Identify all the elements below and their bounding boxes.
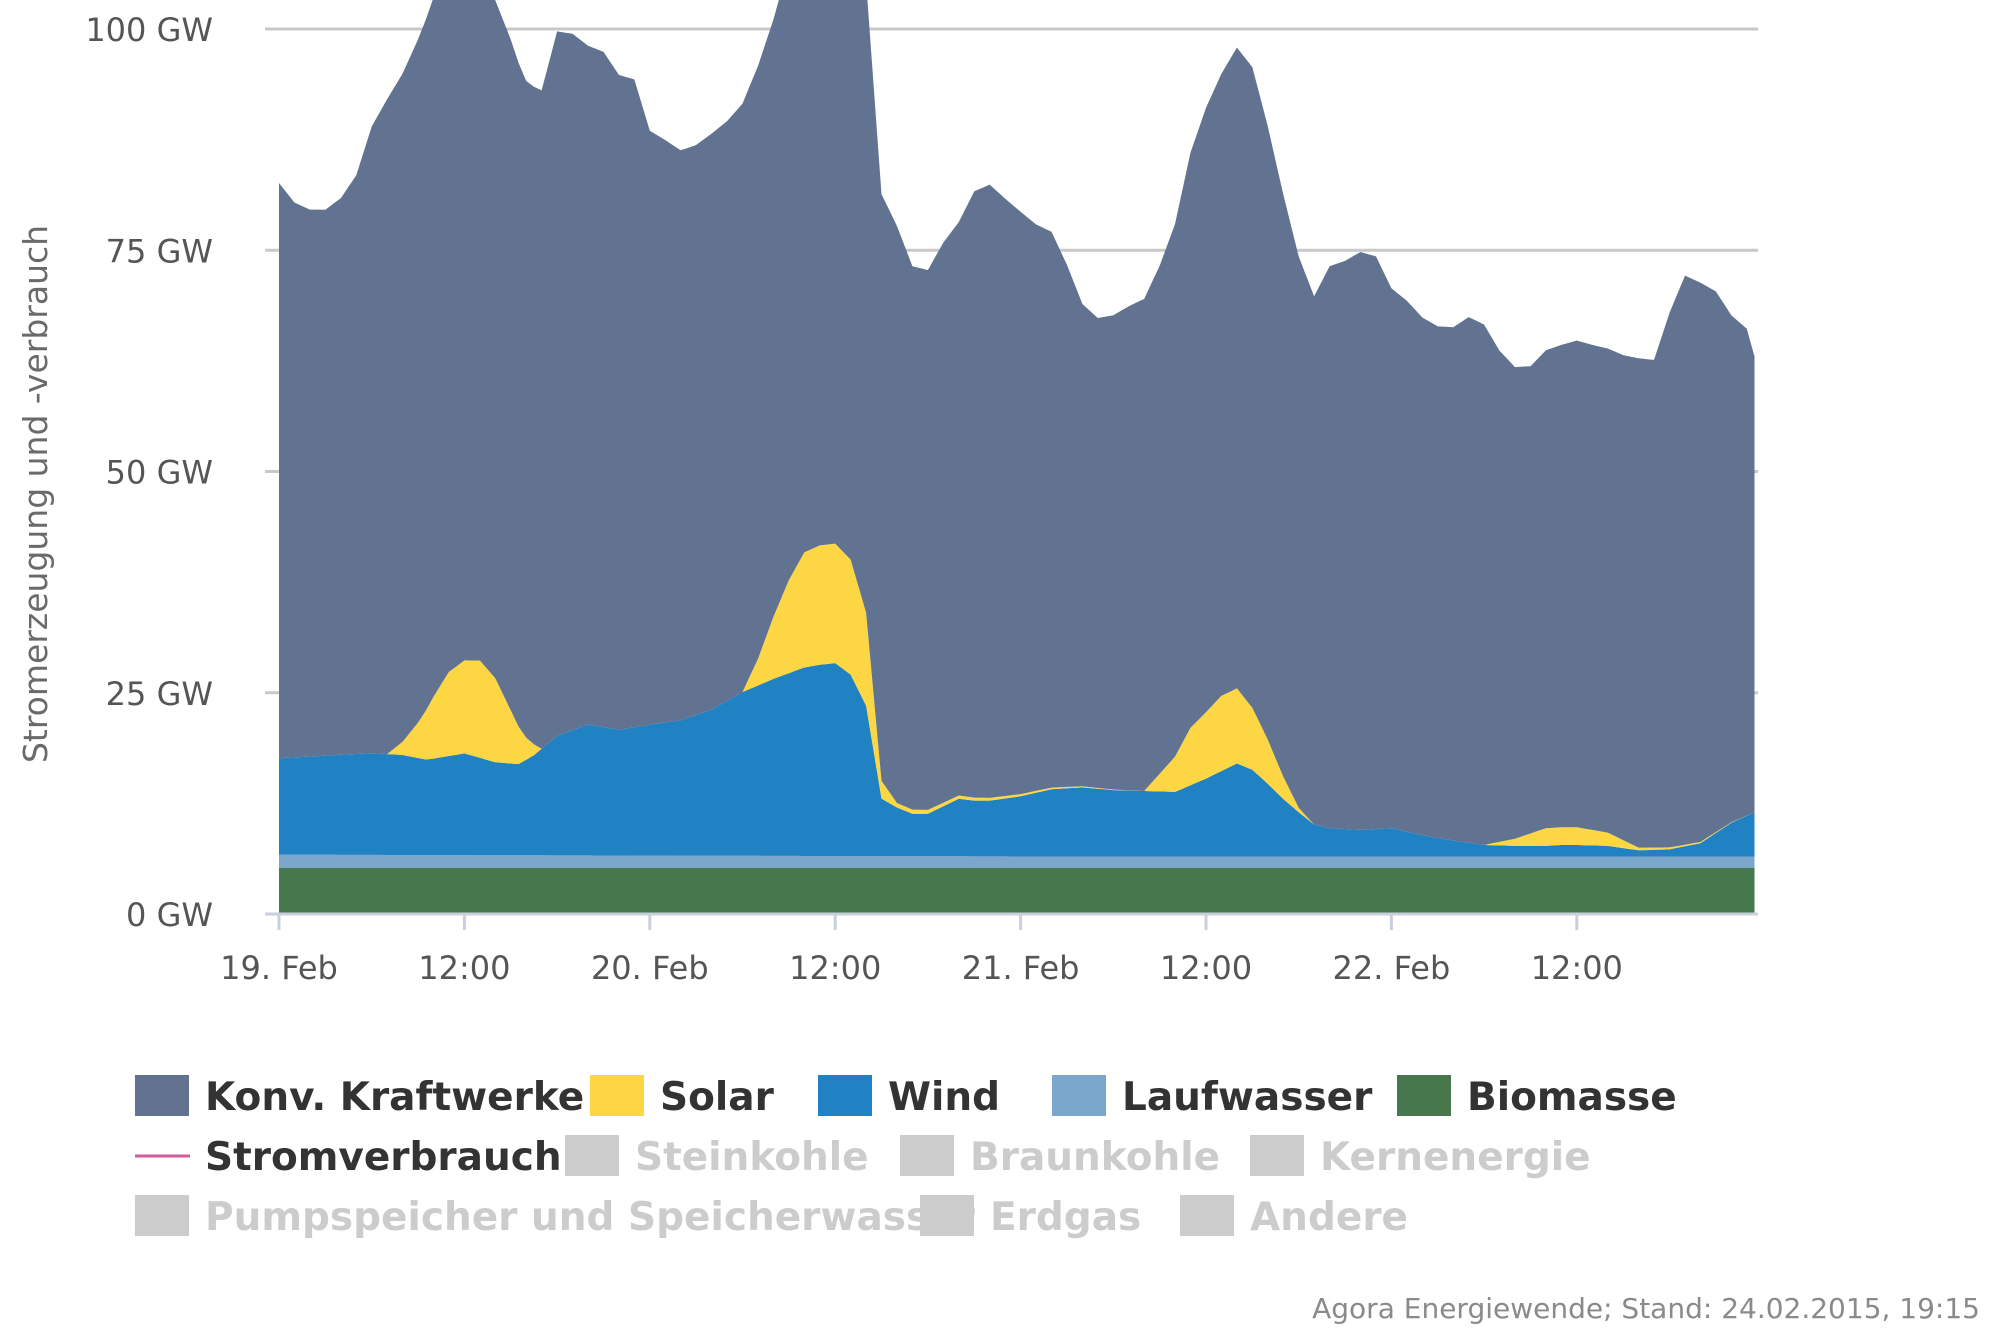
legend-swatch: [1397, 1075, 1451, 1116]
legend-swatch: [1250, 1135, 1304, 1176]
x-tick-label: 19. Feb: [220, 949, 338, 987]
legend-item-stromverbrauch[interactable]: Stromverbrauch: [135, 1135, 562, 1180]
legend-label: Biomasse: [1467, 1075, 1677, 1120]
x-tick-label: 22. Feb: [1333, 949, 1451, 987]
plot-areas: [279, 0, 1755, 914]
legend-item-pumpspeicher-und-speicherwasser[interactable]: Pumpspeicher und Speicherwasser: [135, 1195, 976, 1240]
x-axis: 19. Feb 12:00 20. Feb 12:00 21. Feb 12:00 22. …: [220, 912, 1758, 987]
legend-swatch: [818, 1075, 872, 1116]
legend-swatch: [1180, 1195, 1234, 1236]
legend-label: Laufwasser: [1122, 1075, 1373, 1120]
area-wind: [279, 663, 1755, 857]
legend-swatch: [135, 1195, 189, 1236]
legend-item-erdgas[interactable]: Erdgas: [920, 1195, 1141, 1240]
y-axis-title: Stromerzeugung und -verbrauch: [16, 225, 55, 763]
legend-swatch: [920, 1195, 974, 1236]
legend-swatch: [135, 1075, 189, 1116]
legend-swatch: [590, 1075, 644, 1116]
x-tick-label: 12:00: [1531, 949, 1623, 987]
legend-item-wind[interactable]: Wind: [818, 1075, 1000, 1120]
y-tick-label: 50 GW: [106, 454, 213, 492]
legend-item-braunkohle[interactable]: Braunkohle: [900, 1135, 1220, 1180]
legend-swatch: [565, 1135, 619, 1176]
legend-label: Steinkohle: [635, 1135, 869, 1180]
legend-item-laufwasser[interactable]: Laufwasser: [1052, 1075, 1373, 1120]
legend-item-andere[interactable]: Andere: [1180, 1195, 1408, 1240]
legend-item-konv-kraftwerke[interactable]: Konv. Kraftwerke: [135, 1075, 584, 1120]
legend-label: Stromverbrauch: [205, 1135, 562, 1180]
x-tick-label: 21. Feb: [962, 949, 1080, 987]
legend-item-biomasse[interactable]: Biomasse: [1397, 1075, 1677, 1120]
legend-swatch: [1052, 1075, 1106, 1116]
legend-label: Wind: [888, 1075, 1000, 1120]
x-tick-label: 12:00: [789, 949, 881, 987]
area-laufwasser: [279, 854, 1755, 868]
legend-item-kernenergie[interactable]: Kernenergie: [1250, 1135, 1591, 1180]
legend-item-solar[interactable]: Solar: [590, 1075, 775, 1120]
y-tick-label: 100 GW: [85, 11, 213, 49]
area-biomasse: [279, 867, 1755, 914]
legend-label: Kernenergie: [1320, 1135, 1591, 1180]
x-tick-label: 12:00: [418, 949, 510, 987]
y-axis: 0 GW 25 GW 50 GW 75 GW 100 GW: [85, 11, 213, 934]
legend-label: Andere: [1250, 1195, 1408, 1240]
legend-label: Braunkohle: [970, 1135, 1220, 1180]
y-tick-label: 75 GW: [106, 232, 213, 270]
y-tick-label: 25 GW: [106, 675, 213, 713]
area-konv-kraftwerke: [279, 0, 1755, 848]
legend-label: Konv. Kraftwerke: [205, 1075, 584, 1120]
legend-label: Solar: [660, 1075, 775, 1120]
x-tick-label: 20. Feb: [591, 949, 709, 987]
legend-swatch: [900, 1135, 954, 1176]
legend-item-steinkohle[interactable]: Steinkohle: [565, 1135, 869, 1180]
legend: Konv. Kraftwerke Solar Wind Laufwasser Bioma…: [135, 1075, 1677, 1240]
x-tick-label: 12:00: [1160, 949, 1252, 987]
credit-text: Agora Energiewende; Stand: 24.02.2015, 1…: [1312, 1292, 1980, 1325]
y-tick-label: 0 GW: [126, 896, 213, 934]
legend-label: Pumpspeicher und Speicherwasser: [205, 1195, 976, 1240]
legend-label: Erdgas: [990, 1195, 1141, 1240]
